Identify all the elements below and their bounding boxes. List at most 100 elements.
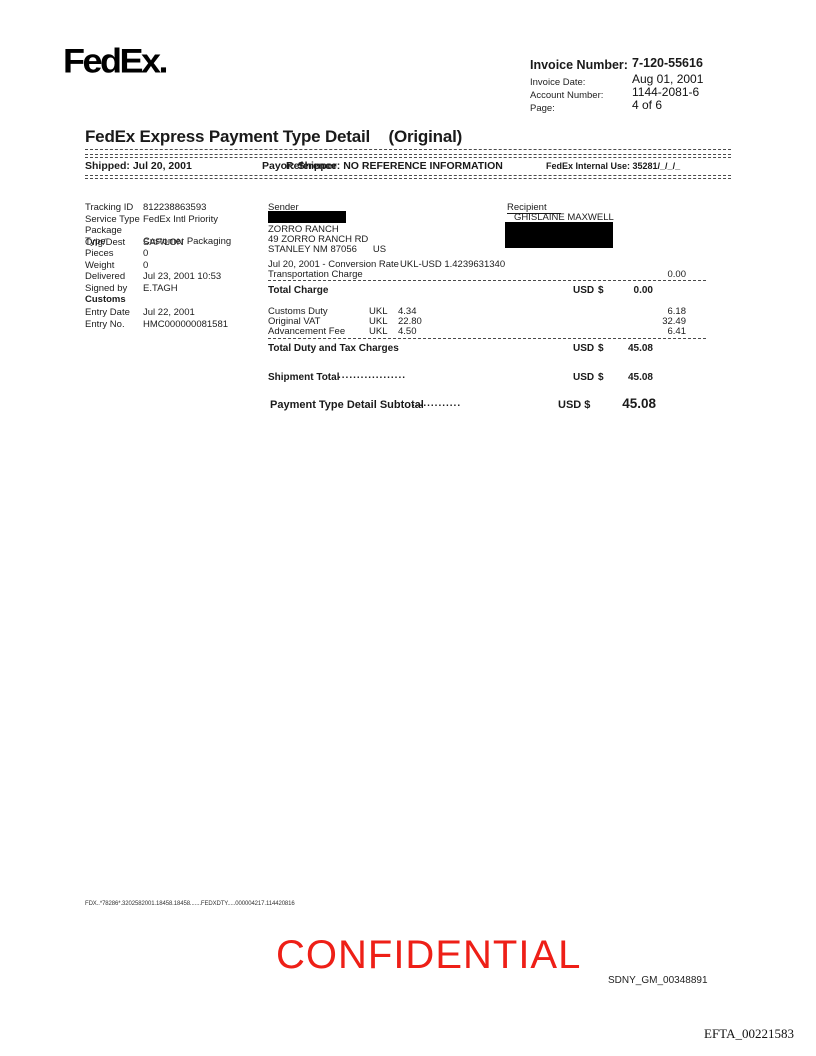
internal-use-field: FedEx Internal Use: 35281/_/_/_ <box>546 161 681 171</box>
edi-reference-line: FDX..*78286*.3202582001.18458.18458.....… <box>85 901 295 907</box>
subtotal-value: 45.08 <box>622 396 656 411</box>
total-duty-label: Total Duty and Tax Charges <box>268 343 399 354</box>
transportation-charge-label: Transportation Charge <box>268 269 363 280</box>
total-duty-usd: USD <box>573 343 595 354</box>
detail-row-signed-by: Signed by E.TAGH <box>85 283 265 295</box>
shipped-field: Shipped: Jul 20, 2001 <box>85 160 192 172</box>
line-item-usd-value: 32.49 <box>662 316 686 327</box>
detail-label: Entry Date <box>85 307 130 318</box>
redaction-box-recipient <box>505 222 613 248</box>
conversion-rate-value: UKL-USD 1.4239631340 <box>400 259 506 270</box>
page-label: Page: <box>530 103 555 114</box>
document-title-suffix: (Original) <box>388 127 463 146</box>
shipment-total-leader-dots: .................. <box>338 370 407 381</box>
line-item-amount: 4.34 <box>398 306 417 317</box>
sender-line2: 49 ZORRO RANCH RD <box>268 234 369 245</box>
account-number-label: Account Number: <box>530 90 604 101</box>
detail-value: HMC000000081581 <box>143 318 229 330</box>
detail-row-weight: Weight 0 <box>85 260 265 272</box>
line-item-label: Customs Duty <box>268 306 328 317</box>
line-item-currency: UKL <box>369 326 388 337</box>
redaction-box-sender <box>268 211 346 223</box>
conversion-rate-label: Jul 20, 2001 - Conversion Rate <box>268 259 399 270</box>
detail-row-pieces: Pieces 0 <box>85 248 265 260</box>
detail-label: Tracking ID <box>85 202 134 213</box>
customs-block: Customs Entry Date Jul 22, 2001 Entry No.… <box>85 294 265 330</box>
subtotal-currency: USD $ <box>558 399 591 411</box>
detail-value: Customer Packaging <box>143 236 232 247</box>
detail-value: 0 <box>143 248 149 259</box>
subtotal-leader-dots: ............. <box>412 398 462 409</box>
line-item-usd-value: 6.18 <box>667 306 687 317</box>
customs-row-entry-no: Entry No. HMC000000081581 <box>85 319 265 331</box>
rule-header-bottom-2 <box>85 178 731 179</box>
sender-label: Sender <box>268 202 313 214</box>
line-item-currency: UKL <box>369 316 388 327</box>
subtotal-label: Payment Type Detail Subtotal <box>270 399 424 411</box>
transportation-charge-value: 0.00 <box>667 269 687 280</box>
detail-value: SAF/LON <box>143 236 184 248</box>
rule-header-top-1 <box>85 154 731 155</box>
invoice-number-label: Invoice Number: <box>530 58 628 72</box>
shipment-total-value: 45.08 <box>627 372 653 383</box>
invoice-number-value: 7-120-55616 <box>632 56 703 70</box>
bates-number-sdny: SDNY_GM_00348891 <box>608 975 708 986</box>
detail-row-service-type: Service Type FedEx Intl Priority <box>85 214 265 226</box>
shipment-total-dollar: $ <box>598 372 604 383</box>
shipment-details-block: Tracking ID 812238863593 Service Type FedE… <box>85 202 265 294</box>
sender-line1: ZORRO RANCH <box>268 224 339 235</box>
total-charge-usd: USD <box>573 285 595 296</box>
total-charge-dollar: $ <box>598 285 604 296</box>
rule-charges-2 <box>268 338 706 339</box>
document-title-main: FedEx Express Payment Type Detail <box>85 127 371 146</box>
detail-value: Jul 23, 2001 10:53 <box>143 271 222 282</box>
invoice-info-block: Invoice Number: 7-120-55616 Invoice Date… <box>530 56 790 114</box>
fedex-logo: FedEx. <box>63 41 169 80</box>
detail-label: Package Type <box>85 225 122 247</box>
detail-label: Signed by <box>85 282 128 294</box>
total-charge-value: 0.00 <box>633 285 653 296</box>
line-item-label: Advancement Fee <box>268 326 346 337</box>
document-title: FedEx Express Payment Type Detail (Origi… <box>85 127 462 147</box>
customs-heading: Customs <box>85 294 126 305</box>
rule-header-top-2 <box>85 157 731 158</box>
total-charge-label: Total Charge <box>268 285 329 296</box>
sender-line3: STANLEY NM 87056 US <box>268 244 386 255</box>
payor-field: Payor: Shipper <box>262 160 337 172</box>
detail-row-package-type: Package Type Customer Packaging <box>85 225 265 247</box>
detail-row-delivered: Delivered Jul 23, 2001 10:53 <box>85 271 265 283</box>
confidential-stamp: CONFIDENTIAL <box>276 933 582 977</box>
recipient-label: Recipient <box>507 202 561 214</box>
detail-row-tracking-id: Tracking ID 812238863593 <box>85 202 265 214</box>
page-value: 4 of 6 <box>632 98 663 112</box>
line-item-label: Original VAT <box>268 316 321 327</box>
detail-value: 812238863593 <box>143 202 207 213</box>
line-item-amount: 22.80 <box>398 316 422 327</box>
detail-value: FedEx Intl Priority <box>143 213 218 225</box>
detail-value: 0 <box>143 259 149 271</box>
detail-label: Orig/Dest <box>85 236 126 248</box>
detail-label: Service Type <box>85 213 140 225</box>
sender-city-line: STANLEY NM 87056 <box>268 244 357 255</box>
invoice-date-value: Aug 01, 2001 <box>632 72 704 86</box>
detail-label: Pieces <box>85 248 114 259</box>
reference-field: Reference: NO REFERENCE INFORMATION <box>286 160 503 172</box>
recipient-block: Recipient <box>507 202 561 214</box>
shipment-total-usd: USD <box>573 372 595 383</box>
line-item-usd-value: 6.41 <box>667 326 687 337</box>
account-number-value: 1144-2081-6 <box>632 85 700 99</box>
recipient-name: GHISLAINE MAXWELL <box>514 212 614 223</box>
shipment-total-label: Shipment Total <box>268 372 340 383</box>
customs-row-entry-date: Entry Date Jul 22, 2001 <box>85 307 265 319</box>
detail-value: E.TAGH <box>143 282 178 294</box>
detail-label: Entry No. <box>85 318 125 330</box>
line-item-amount: 4.50 <box>398 326 417 337</box>
rule-charges-1 <box>268 280 706 281</box>
detail-row-orig-dest: Orig/Dest SAF/LON <box>85 237 265 249</box>
total-duty-value: 45.08 <box>627 343 653 354</box>
detail-label: Weight <box>85 259 115 271</box>
line-item-currency: UKL <box>369 306 388 317</box>
invoice-date-label: Invoice Date: <box>530 77 586 88</box>
sender-block: Sender <box>268 202 313 214</box>
